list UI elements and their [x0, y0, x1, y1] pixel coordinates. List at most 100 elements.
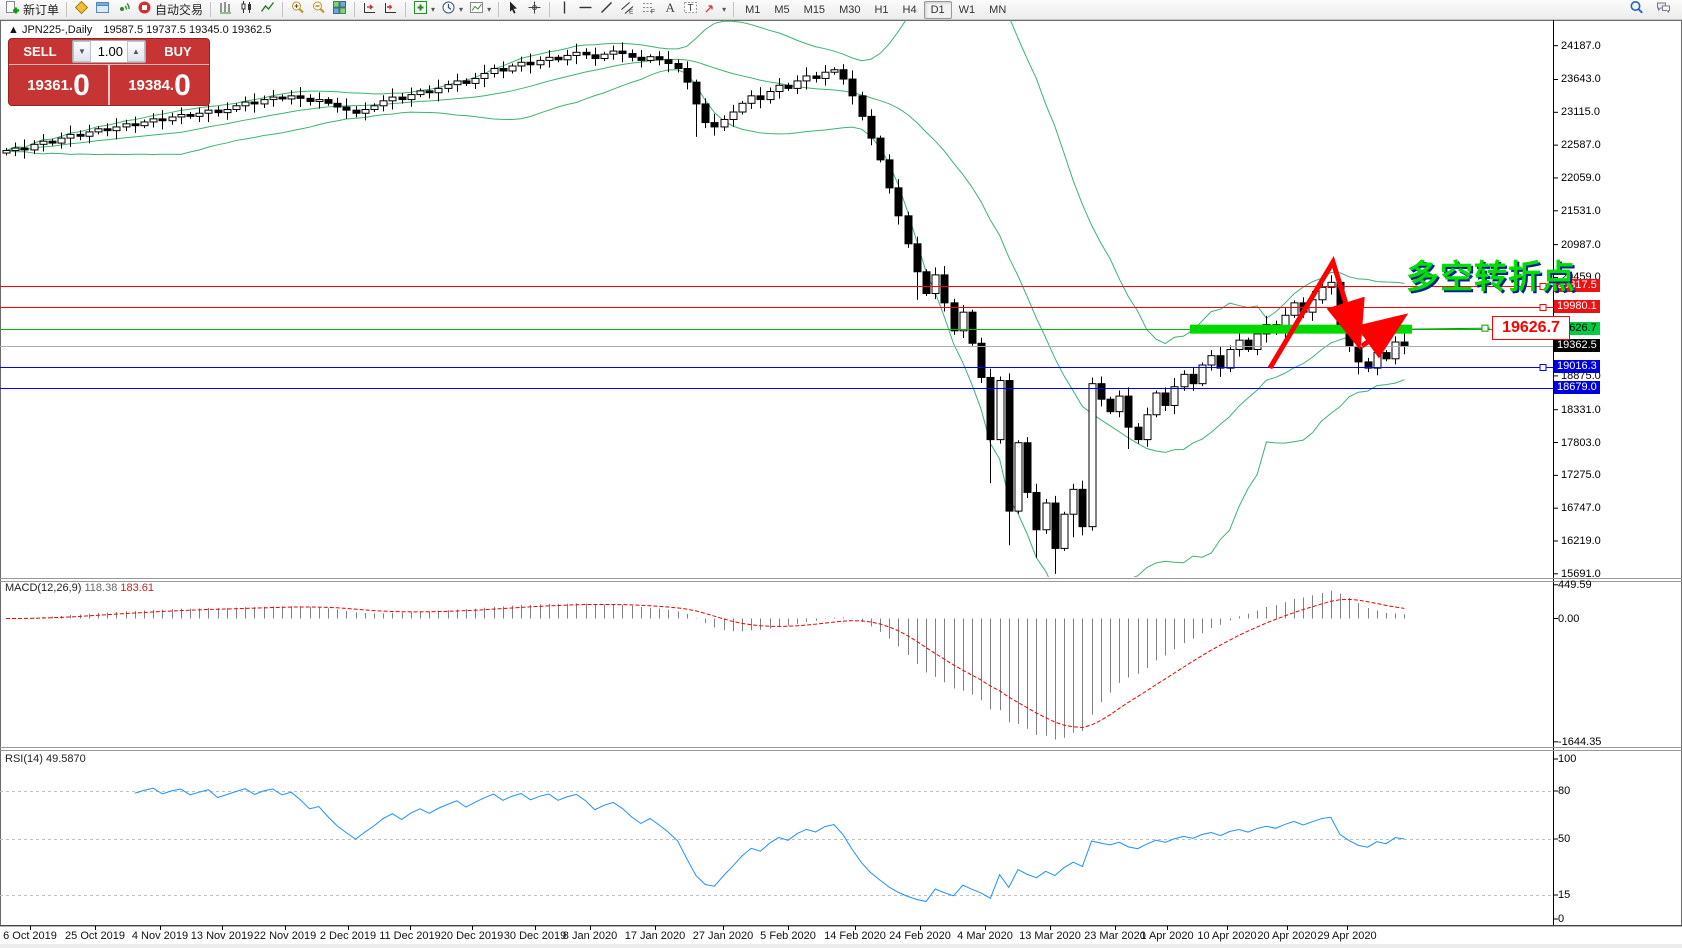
toolbar-separator — [405, 2, 407, 17]
date-tick-label: 27 Jan 2020 — [692, 930, 754, 942]
date-tick-label: 14 Feb 2020 — [824, 930, 886, 942]
text-label-button[interactable]: T — [680, 1, 701, 19]
horizontal-line-button[interactable] — [575, 1, 596, 19]
date-tick-label: 30 Dec 2019 — [503, 930, 567, 942]
cursor-button[interactable] — [503, 1, 524, 19]
toolbar-separator — [498, 2, 500, 17]
price-tick-label: 22059.0 — [1561, 171, 1601, 184]
buy-price-big-digit: 0 — [174, 68, 191, 102]
autotrading-button[interactable]: 自动交易 — [134, 1, 206, 19]
fibonacci-button[interactable]: F — [638, 1, 659, 19]
new-order-button[interactable]: 新订单 — [2, 0, 62, 19]
chart-title-symbol: JPN225-,Daily — [21, 24, 93, 36]
date-tick-label: 24 Feb 2020 — [889, 930, 951, 942]
price-callout-box[interactable]: 19626.7 — [1492, 316, 1570, 340]
timeframe-h4-button[interactable]: H4 — [902, 3, 917, 16]
metaeditor-button[interactable] — [71, 0, 92, 19]
periods-icon — [441, 0, 456, 20]
chart-shift-icon — [383, 0, 398, 20]
price-badge-19016.3: 19016.3 — [1554, 360, 1600, 374]
zoom-out-button[interactable] — [308, 1, 329, 19]
chevron-down-icon: ▾ — [722, 5, 727, 14]
price-tick-label: 23643.0 — [1561, 73, 1601, 86]
price-tick-label: 16219.0 — [1561, 535, 1601, 547]
volume-stepper: ▼ 1.00 ▲ — [72, 40, 146, 63]
chart-candles-icon — [239, 0, 254, 20]
date-tick-label: 10 Apr 2020 — [1197, 930, 1257, 942]
chart-annotations[interactable] — [1190, 255, 1491, 370]
chinese-annotation-text[interactable]: 多空转折点 — [1406, 258, 1576, 295]
horizontal-level-lines[interactable] — [0, 283, 1553, 389]
rsi-axis-label: 100 — [1558, 753, 1577, 765]
buy-price-button[interactable]: 19384. 0 — [110, 65, 209, 105]
macd-axis-label: 0.00 — [1558, 612, 1580, 625]
indicators-button[interactable]: ▾ — [410, 0, 438, 20]
trade-panel-prices: 19361. 0 19384. 0 — [9, 64, 209, 105]
price-tick-label: 17275.0 — [1561, 469, 1601, 482]
date-tick-label: 4 Mar 2020 — [957, 930, 1013, 942]
text-icon: A — [662, 0, 677, 20]
timeframe-m15-button[interactable]: M15 — [803, 3, 826, 16]
chat-button[interactable] — [1653, 1, 1674, 19]
zoom-out-icon — [311, 0, 326, 20]
search-button[interactable] — [1626, 0, 1647, 19]
sell-price: 19361. — [27, 77, 74, 94]
volume-value[interactable]: 1.00 — [97, 44, 123, 59]
price-tick-label: 24187.0 — [1561, 39, 1601, 52]
chart-shift-button[interactable] — [380, 1, 401, 19]
trendline-icon — [599, 0, 614, 20]
chart-bars-button[interactable] — [215, 1, 236, 19]
buy-button[interactable]: BUY — [164, 44, 192, 59]
chart-line-icon — [260, 0, 275, 20]
rsi-axis-label: 15 — [1558, 889, 1571, 901]
periods-button[interactable]: ▾ — [438, 1, 466, 19]
volume-decrease-button[interactable]: ▼ — [73, 41, 91, 62]
new-order-button-label: 新订单 — [23, 3, 60, 17]
text-button[interactable]: A — [659, 0, 680, 20]
price-badge-18679.0: 18679.0 — [1554, 381, 1600, 395]
toolbar-separator — [733, 2, 735, 17]
indicators-icon — [413, 0, 428, 20]
date-tick-label: 20 Apr 2020 — [1257, 930, 1317, 942]
rsi-name: RSI(14) — [5, 753, 43, 765]
zoom-in-button[interactable] — [287, 1, 308, 19]
timeframe-w1-button[interactable]: W1 — [958, 3, 976, 16]
volume-increase-button[interactable]: ▲ — [127, 41, 145, 62]
signals-button[interactable] — [113, 1, 134, 19]
sell-price-button[interactable]: 19361. 0 — [9, 65, 110, 105]
macd-indicator-label: MACD(12,26,9) 118.38 183.61 — [5, 582, 154, 594]
svg-text:A: A — [666, 0, 676, 15]
trendline-button[interactable] — [596, 1, 617, 19]
chevron-down-icon: ▾ — [459, 5, 464, 14]
rsi-axis-label: 80 — [1558, 785, 1571, 797]
timeframe-m30-button[interactable]: M30 — [839, 3, 861, 16]
timeframe-m1-button[interactable]: M1 — [745, 3, 761, 16]
crosshair-button[interactable] — [524, 1, 545, 19]
date-tick-label: 6 Oct 2019 — [3, 930, 57, 942]
timeframe-h1-button[interactable]: H1 — [874, 3, 889, 16]
rsi-value: 49.5870 — [45, 753, 86, 765]
timeframe-m5-button[interactable]: M5 — [774, 3, 790, 16]
equidistant-channel-button[interactable]: E — [617, 1, 638, 19]
auto-scroll-button[interactable] — [359, 1, 380, 19]
price-tick-label: 21531.0 — [1561, 204, 1601, 217]
price-tick-label: 23115.0 — [1561, 106, 1600, 119]
toolbar: 新订单 自动交易 ▾ ▾ ▾ E F A T ▾ M1 M5 M15 M30 H1 H4 D1 W1 MN — [0, 0, 1682, 20]
toolbar-separator — [282, 2, 284, 17]
templates-button[interactable]: ▾ — [466, 1, 494, 19]
chart-candles-button[interactable] — [236, 0, 257, 20]
price-badge-20317.5: 20317.5 — [1554, 279, 1600, 293]
timeframe-d1-button[interactable]: D1 — [923, 0, 952, 19]
shapes-button[interactable]: ▾ — [701, 1, 729, 19]
chevron-down-icon: ▾ — [487, 5, 492, 14]
price-badge-19980.1: 19980.1 — [1554, 300, 1600, 314]
timeframe-mn-button[interactable]: MN — [989, 3, 1007, 16]
cursor-icon — [506, 0, 521, 20]
tile-windows-button[interactable] — [329, 0, 350, 19]
chart-line-button[interactable] — [257, 1, 278, 19]
vertical-line-button[interactable] — [554, 1, 575, 19]
sell-button[interactable]: SELL — [23, 44, 57, 59]
date-tick-label: 25 Oct 2019 — [65, 930, 125, 942]
terminal-button[interactable] — [92, 1, 113, 19]
